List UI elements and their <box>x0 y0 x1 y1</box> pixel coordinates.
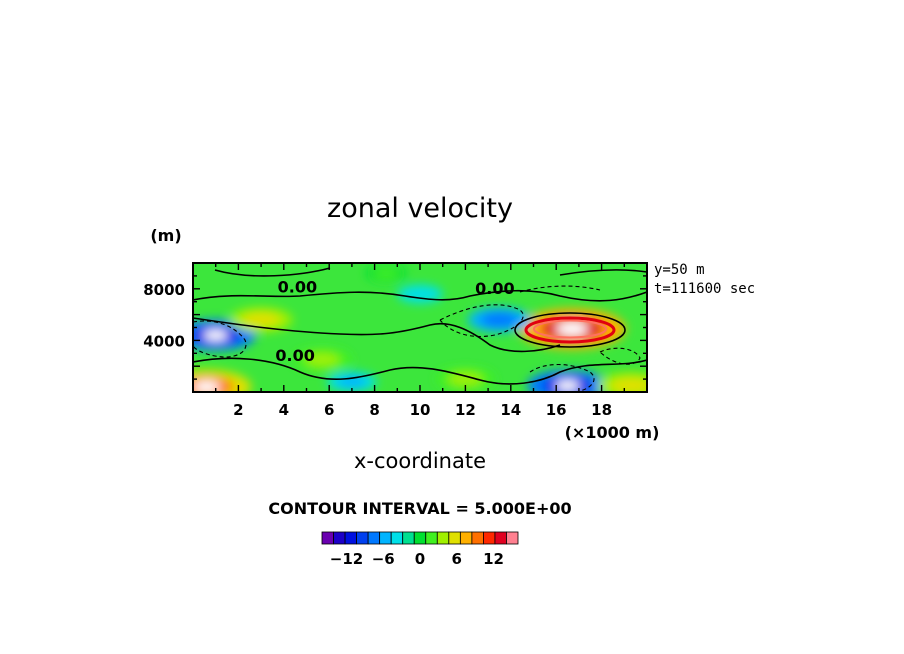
colorbar-swatch <box>448 531 461 545</box>
colorbar-swatch <box>425 531 438 545</box>
colorbar-swatch <box>471 531 484 545</box>
zero-contour <box>214 267 331 277</box>
zero-contour <box>193 289 647 302</box>
field-feature-peak <box>555 380 580 392</box>
negative-contour <box>519 285 601 293</box>
annotation-time: t=111600 sec <box>654 281 755 297</box>
contour-label: 0.00 <box>475 279 514 298</box>
x-axis-label: x-coordinate <box>354 449 486 473</box>
colorbar-swatch <box>356 531 369 545</box>
colorbar-swatch <box>333 531 346 545</box>
field-feature-core <box>610 377 647 392</box>
colorbar-labels: −12 −6 0 6 12 <box>330 550 504 568</box>
field-feature-core <box>304 352 341 367</box>
colorbar <box>321 531 519 545</box>
colorbar-swatch <box>436 531 450 545</box>
colorbar-swatch <box>390 531 404 545</box>
colorbar-swatch <box>379 531 392 545</box>
colorbar-tick-label: 6 <box>452 550 462 568</box>
x-tick-label: 4 <box>279 401 289 419</box>
field-feature-peak <box>556 321 589 336</box>
colorbar-swatch <box>321 531 334 545</box>
x-tick-label: 6 <box>324 401 334 419</box>
zero-contour <box>193 317 561 353</box>
colorbar-tick-label: −12 <box>330 550 363 568</box>
contour-label-group: 0.00 0.00 0.00 <box>275 278 514 365</box>
x-tick-label: 14 <box>500 401 521 419</box>
colorbar-swatch <box>344 531 357 545</box>
colorbar-swatch <box>459 531 473 545</box>
colorbar-swatch <box>506 531 519 545</box>
negative-contour <box>439 304 524 338</box>
colorbar-tick-label: 12 <box>483 550 504 568</box>
colorbar-swatch <box>367 531 381 545</box>
negative-contour <box>193 320 247 358</box>
field-feature-core <box>242 312 281 328</box>
y-axis-unit: (m) <box>150 226 181 245</box>
field-feature-core <box>373 268 399 279</box>
colorbar-swatch <box>483 531 496 545</box>
annotation-y: y=50 m <box>654 262 705 278</box>
contour-label: 0.00 <box>278 278 317 297</box>
field-feature-peak <box>203 329 228 341</box>
velocity-field: 0.00 0.00 0.00 <box>193 263 647 392</box>
colorbar-swatch <box>402 531 415 545</box>
x-tick-label: 12 <box>455 401 476 419</box>
x-axis-unit: (×1000 m) <box>565 423 660 442</box>
field-feature-peak <box>193 380 221 392</box>
x-tick-label: 2 <box>233 401 243 419</box>
field-feature-core <box>480 312 519 328</box>
chart-title: zonal velocity <box>327 193 513 224</box>
negative-contour <box>529 364 595 392</box>
colorbar-tick-label: 0 <box>415 550 425 568</box>
axis-ticks <box>193 263 647 392</box>
contour-label: 0.00 <box>275 346 314 365</box>
max-contour <box>533 319 607 339</box>
contour-lines <box>193 267 647 392</box>
colorbar-swatch <box>494 531 507 545</box>
x-tick-label: 8 <box>369 401 379 419</box>
tick-labels: 2 4 6 8 10 12 14 16 18 4000 8000 <box>143 281 612 419</box>
zero-contour <box>559 269 647 276</box>
y-tick-label: 4000 <box>143 332 185 350</box>
max-contour <box>524 316 616 344</box>
negative-contour <box>599 347 641 365</box>
x-tick-label: 10 <box>410 401 431 419</box>
colorbar-tick-label: −6 <box>372 550 395 568</box>
y-tick-label: 8000 <box>143 281 185 299</box>
x-tick-label: 18 <box>591 401 612 419</box>
colorbar-swatch <box>413 531 427 545</box>
x-tick-label: 16 <box>546 401 567 419</box>
contour-interval: CONTOUR INTERVAL = 5.000E+00 <box>268 499 571 518</box>
zero-contour <box>193 357 647 385</box>
field-blobs <box>193 264 647 392</box>
field-feature-core <box>447 372 484 387</box>
max-contour <box>514 312 626 348</box>
